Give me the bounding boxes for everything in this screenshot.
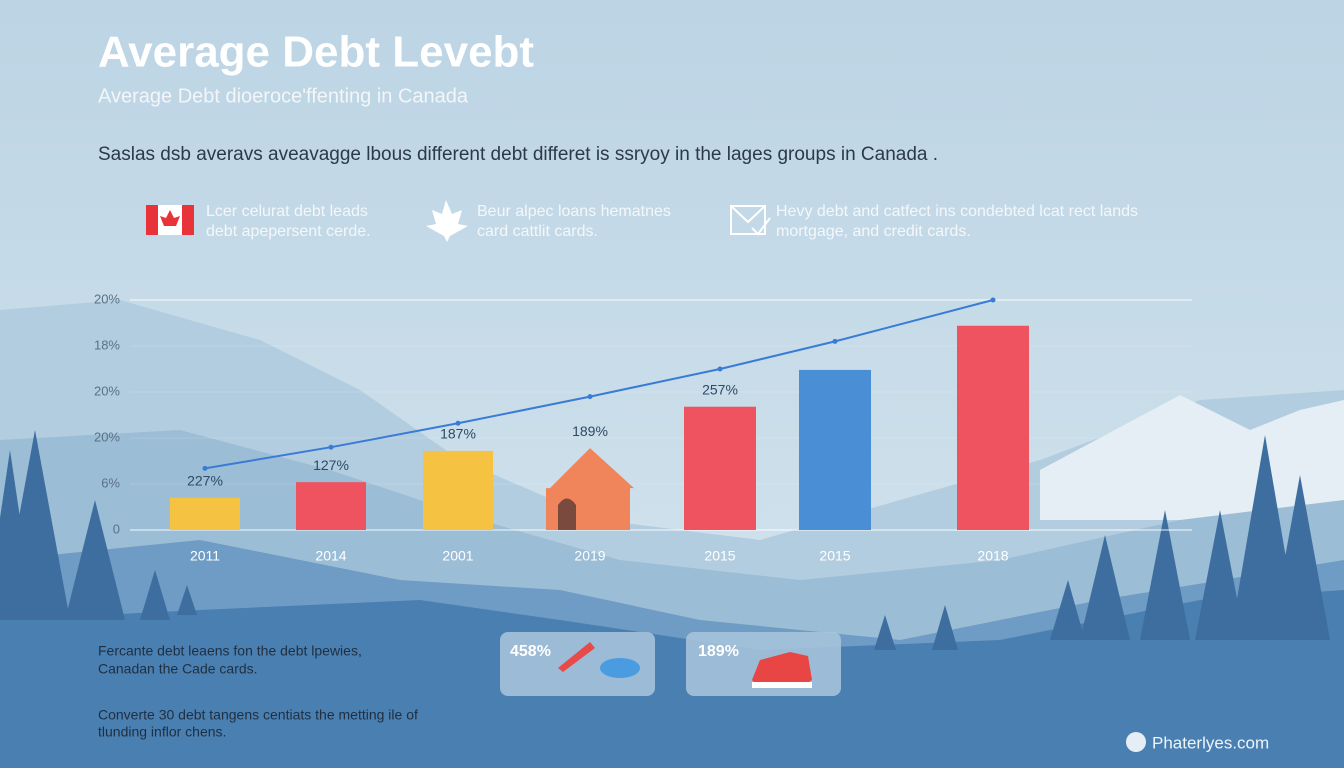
bar	[170, 497, 240, 530]
mail-icon	[730, 205, 771, 236]
y-tick-label: 20%	[94, 291, 120, 306]
x-tick-label: 2019	[574, 548, 605, 564]
data-label: 127%	[313, 457, 349, 473]
subtitle: Average Debt dioeroce'ffenting in Canada	[98, 85, 469, 107]
trend-point	[455, 420, 461, 426]
bar	[684, 406, 756, 530]
stat-card	[500, 632, 655, 696]
feature-text: Hevy debt and catfect ins condebted lcat…	[776, 203, 1138, 220]
y-tick-label: 20%	[94, 383, 120, 398]
shoe-sole	[752, 682, 812, 688]
trend-point	[832, 338, 838, 344]
trend-point	[587, 394, 593, 400]
y-tick-label: 18%	[94, 337, 120, 352]
x-tick-label: 2018	[977, 548, 1008, 564]
data-label: 189%	[572, 423, 608, 439]
maple-icon	[426, 200, 468, 242]
feature-text: card cattlit cards.	[477, 223, 598, 240]
bar	[957, 325, 1029, 530]
x-tick-label: 2015	[704, 548, 735, 564]
title: Average Debt Levebt	[98, 28, 534, 77]
x-tick-label: 2001	[442, 548, 473, 564]
trend-point	[328, 444, 334, 450]
x-tick-label: 2014	[315, 548, 346, 564]
bar	[799, 369, 871, 530]
description: Saslas dsb averavs aveavagge lbous diffe…	[98, 144, 938, 165]
flag-icon	[146, 205, 194, 235]
note-text: Fercante debt leaens fon the debt lpewie…	[98, 643, 362, 659]
foreground	[0, 590, 1344, 768]
feature-text: debt apepersent cerde.	[206, 223, 371, 240]
pencil-icon	[558, 642, 595, 672]
note-text: Converte 30 debt tangens centiats the me…	[98, 707, 418, 723]
trend-point	[990, 297, 996, 303]
y-tick-label: 6%	[101, 475, 120, 490]
trend-point	[202, 465, 208, 471]
x-tick-label: 2015	[819, 548, 850, 564]
chart: 0 6% 20% 20% 18% 20% 2011 2014 2001 2019 2015 2015 2…	[94, 291, 1192, 564]
feature-text: mortgage, and credit cards.	[776, 223, 971, 240]
note-text: tlunding inflor chens.	[98, 724, 226, 740]
trees	[0, 430, 1330, 650]
house-door	[558, 498, 576, 530]
y-tick-label: 20%	[94, 429, 120, 444]
data-label: 227%	[187, 473, 223, 489]
feature-text: Beur alpec loans hematnes	[477, 203, 671, 220]
data-label: 257%	[702, 381, 738, 397]
data-label: 187%	[440, 426, 476, 442]
watermark-icon	[1126, 732, 1146, 752]
cloud-icon	[600, 658, 640, 678]
stat-value: 189%	[698, 643, 739, 660]
x-tick-label: 2011	[190, 548, 220, 564]
shoe-icon	[752, 652, 812, 688]
note-text: Canadan the Cade cards.	[98, 661, 258, 677]
bar	[423, 450, 493, 530]
y-tick-label: 0	[113, 521, 120, 536]
feature-text: Lcer celurat debt leads	[206, 203, 368, 220]
trend-point	[717, 366, 723, 372]
bar	[296, 482, 366, 530]
stat-value: 458%	[510, 643, 551, 660]
watermark: Phaterlyes.com	[1152, 733, 1269, 752]
